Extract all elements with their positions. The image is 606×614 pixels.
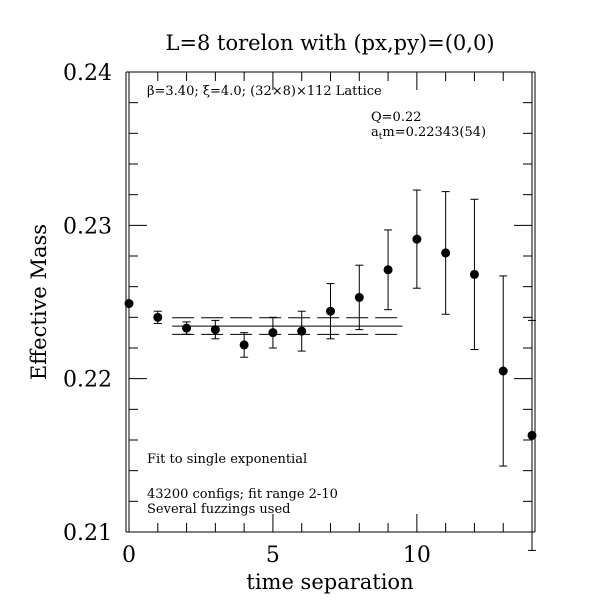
x-tick-label: 5 (266, 543, 280, 568)
y-axis-label: Effective Mass (27, 224, 51, 380)
data-point (124, 299, 134, 309)
data-point (297, 326, 307, 336)
axis-tick-labels: 0.21 0.22 0.23 0.24 0 5 10 (63, 61, 431, 568)
x-tick-label: 0 (122, 543, 136, 568)
mass-annotation: atm=0.22343(54) (371, 125, 486, 142)
configs-annotation: 43200 configs; fit range 2-10 (147, 487, 338, 502)
y-tick-label: 0.23 (63, 214, 112, 239)
data-point (239, 340, 249, 350)
data-point (527, 430, 537, 440)
x-axis-label: time separation (246, 570, 413, 594)
data-point (182, 323, 192, 333)
y-tick-label: 0.22 (63, 368, 112, 393)
fuzzings-annotation: Several fuzzings used (147, 502, 291, 517)
data-point (268, 328, 278, 338)
axis-ticks (128, 71, 533, 533)
mass-subscript: t (379, 132, 383, 142)
mass-prefix: a (371, 125, 379, 140)
x-tick-label: 10 (403, 543, 431, 568)
data-points (124, 189, 537, 551)
data-point (326, 306, 335, 316)
lattice-annotation: β=3.40; ξ=4.0; (32×8)×112 Lattice (147, 84, 382, 99)
fit-annotation: Fit to single exponential (147, 452, 307, 467)
data-point (383, 265, 393, 275)
data-point (498, 366, 508, 376)
y-tick-label: 0.24 (63, 61, 112, 86)
data-point (412, 234, 422, 244)
y-tick-label: 0.21 (63, 521, 112, 546)
data-point (469, 269, 479, 279)
data-point (441, 248, 451, 258)
data-point (210, 325, 220, 335)
data-point (354, 292, 364, 302)
chart-title: L=8 torelon with (px,py)=(0,0) (165, 31, 494, 55)
mass-value: m=0.22343(54) (382, 125, 486, 140)
data-point (153, 312, 163, 322)
fit-band (172, 317, 403, 335)
q-annotation: Q=0.22 (371, 110, 422, 125)
